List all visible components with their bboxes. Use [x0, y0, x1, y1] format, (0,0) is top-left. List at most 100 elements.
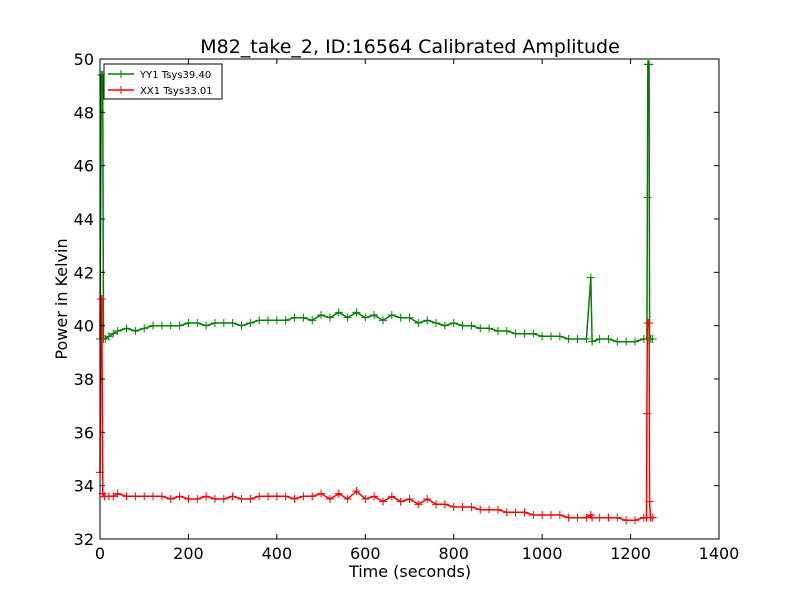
data-point — [520, 329, 529, 338]
data-point — [237, 495, 246, 503]
y-tick-label: 46 — [74, 157, 94, 176]
data-point — [131, 492, 140, 501]
data-point — [493, 327, 502, 335]
data-point — [378, 316, 387, 325]
legend-label: XX1 Tsys33.01 — [140, 86, 213, 97]
plot-frame — [99, 58, 720, 540]
data-point — [140, 492, 149, 501]
data-point — [352, 487, 361, 495]
data-point — [184, 319, 193, 327]
data-point — [387, 492, 396, 501]
data-point — [613, 513, 622, 522]
data-point — [538, 511, 547, 519]
data-point — [343, 313, 352, 322]
data-point — [588, 513, 597, 522]
data-point — [193, 319, 202, 327]
x-tick-label: 1400 — [699, 544, 740, 563]
data-point — [299, 313, 308, 322]
data-point — [246, 495, 255, 503]
data-point — [405, 313, 414, 322]
data-point — [630, 516, 639, 525]
data-point — [308, 492, 317, 501]
y-axis-title: Power in Kelvin — [52, 238, 71, 359]
data-point — [264, 492, 273, 501]
data-point — [449, 319, 458, 327]
data-point — [467, 321, 476, 330]
data-point — [511, 508, 520, 517]
data-point — [334, 489, 343, 498]
legend: YY1 Tsys39.40 XX1 Tsys33.01 — [103, 63, 223, 100]
x-tick-label: 1000 — [522, 544, 563, 563]
y-tick-label: 38 — [74, 370, 94, 389]
data-point — [604, 335, 613, 343]
chart-title: M82_take_2, ID:16564 Calibrated Amplitud… — [200, 36, 620, 58]
data-point — [440, 500, 449, 509]
data-point — [109, 329, 118, 338]
data-point — [546, 332, 555, 341]
data-point — [299, 492, 308, 501]
data-point — [122, 492, 131, 501]
data-point — [149, 492, 158, 501]
data-point — [564, 335, 573, 343]
data-point — [449, 503, 458, 511]
data-point — [166, 495, 175, 503]
data-point — [573, 513, 582, 522]
data-point — [157, 492, 166, 501]
data-point — [529, 511, 538, 519]
data-point — [648, 513, 657, 522]
data-point — [352, 308, 361, 317]
data-point — [538, 332, 547, 341]
y-tick-label: 42 — [74, 263, 94, 282]
y-tick-label: 40 — [74, 317, 94, 336]
data-point — [648, 335, 657, 343]
data-point — [281, 492, 290, 501]
data-point — [113, 327, 122, 335]
data-point — [642, 409, 651, 418]
data-point — [210, 319, 219, 327]
x-axis-title: Time (seconds) — [348, 562, 471, 581]
plot-layer — [96, 60, 657, 525]
data-point — [502, 327, 511, 335]
data-point — [645, 497, 654, 506]
data-point — [343, 495, 352, 503]
data-point — [476, 505, 485, 514]
data-point — [586, 273, 595, 282]
data-point — [219, 319, 228, 327]
data-point — [467, 503, 476, 511]
data-point — [228, 492, 237, 501]
ticks-layer: 0 200 400 600 800 1000 1200 1400 32 34 36 38 40 42 44 4… — [74, 50, 740, 563]
data-point — [166, 321, 175, 330]
data-point — [255, 492, 264, 501]
data-point — [622, 337, 631, 346]
data-point — [555, 511, 564, 519]
data-point — [104, 332, 113, 341]
data-point — [264, 316, 273, 325]
data-point — [387, 311, 396, 319]
data-point — [511, 329, 520, 338]
data-point — [325, 495, 334, 503]
data-point — [423, 495, 432, 503]
data-point — [645, 60, 654, 69]
data-point — [405, 495, 414, 503]
data-point — [423, 316, 432, 325]
data-point — [370, 311, 379, 319]
data-point — [290, 313, 299, 322]
data-point — [378, 497, 387, 506]
data-point — [361, 313, 370, 322]
y-tick-label: 36 — [74, 423, 94, 442]
data-point — [622, 516, 631, 525]
x-tick-label: 200 — [173, 544, 204, 563]
data-point — [582, 335, 591, 343]
data-point — [555, 332, 564, 341]
data-point — [97, 295, 106, 303]
y-tick-label: 34 — [74, 477, 94, 496]
data-point — [502, 508, 511, 517]
data-point — [613, 337, 622, 346]
data-point — [432, 319, 441, 327]
data-point — [149, 321, 158, 330]
data-point — [109, 492, 118, 501]
data-point — [325, 313, 334, 322]
y-tick-label: 48 — [74, 103, 94, 122]
